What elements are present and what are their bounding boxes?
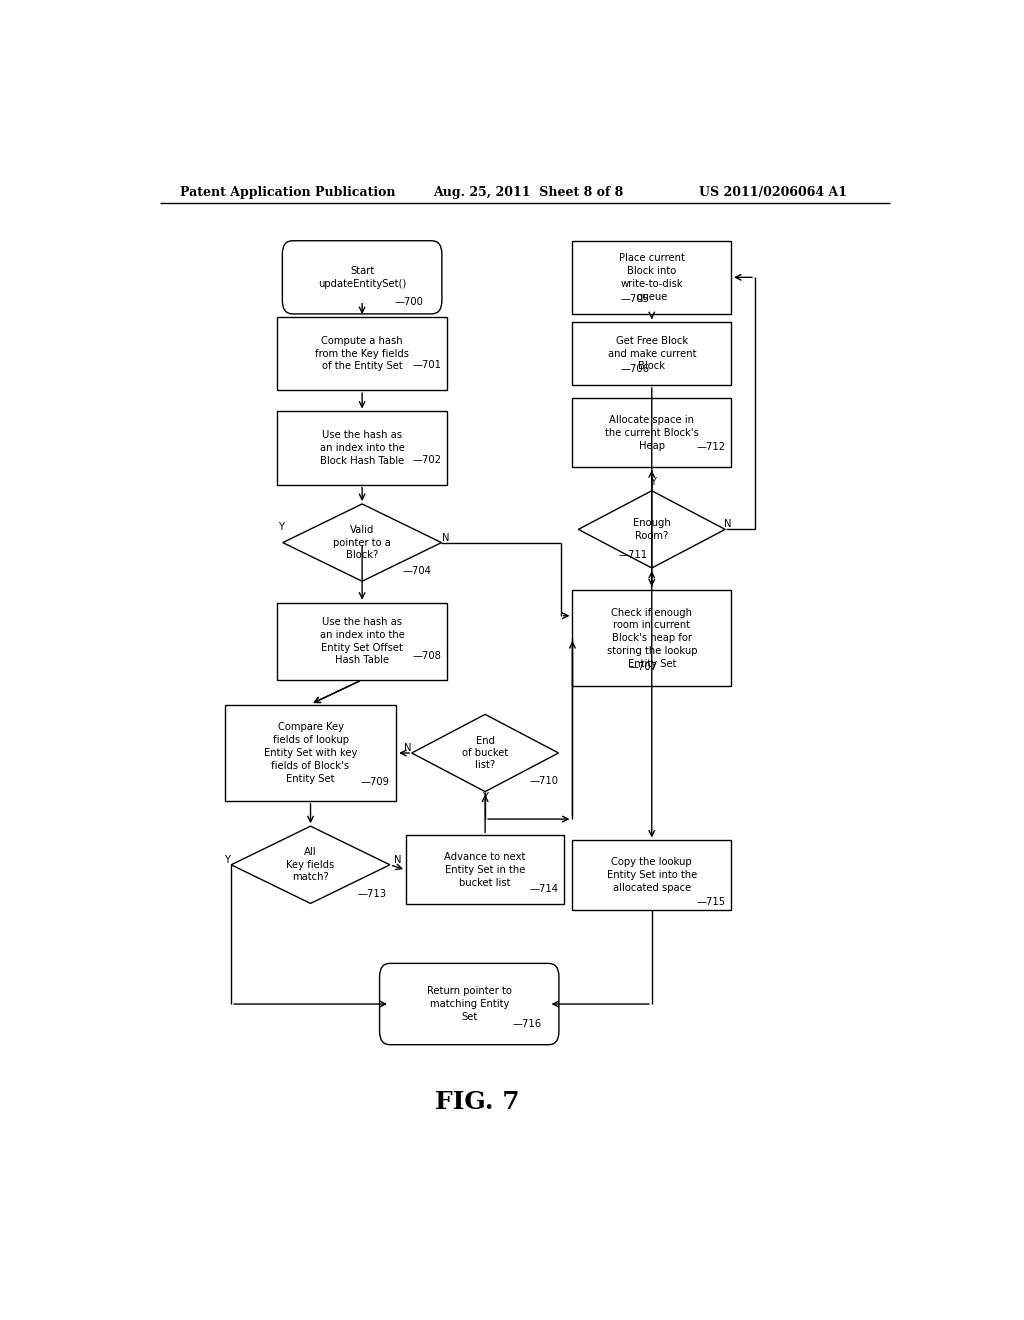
FancyBboxPatch shape bbox=[406, 836, 564, 904]
Text: Return pointer to
matching Entity
Set: Return pointer to matching Entity Set bbox=[427, 986, 512, 1022]
Text: —711: —711 bbox=[618, 550, 647, 560]
Text: Y: Y bbox=[482, 792, 488, 801]
Text: —701: —701 bbox=[412, 360, 441, 370]
Text: —700: —700 bbox=[394, 297, 424, 306]
Text: N: N bbox=[394, 855, 401, 865]
Text: —710: —710 bbox=[529, 776, 558, 787]
FancyBboxPatch shape bbox=[572, 590, 731, 686]
Text: Patent Application Publication: Patent Application Publication bbox=[179, 186, 395, 199]
Text: Valid
pointer to a
Block?: Valid pointer to a Block? bbox=[333, 525, 391, 560]
Text: Get Free Block
and make current
Block: Get Free Block and make current Block bbox=[607, 335, 696, 371]
Text: —715: —715 bbox=[697, 898, 726, 907]
FancyBboxPatch shape bbox=[276, 602, 447, 680]
Text: —702: —702 bbox=[412, 455, 441, 465]
Text: —714: —714 bbox=[529, 884, 558, 894]
Text: Aug. 25, 2011  Sheet 8 of 8: Aug. 25, 2011 Sheet 8 of 8 bbox=[433, 186, 624, 199]
Text: N: N bbox=[441, 532, 450, 543]
Polygon shape bbox=[283, 504, 441, 581]
FancyBboxPatch shape bbox=[283, 240, 442, 314]
FancyBboxPatch shape bbox=[380, 964, 559, 1044]
Polygon shape bbox=[412, 714, 558, 792]
Text: Enough
Room?: Enough Room? bbox=[633, 519, 671, 541]
Text: Copy the lookup
Entity Set into the
allocated space: Copy the lookup Entity Set into the allo… bbox=[606, 857, 697, 892]
FancyBboxPatch shape bbox=[225, 705, 396, 801]
FancyBboxPatch shape bbox=[572, 841, 731, 909]
Text: End
of bucket
list?: End of bucket list? bbox=[462, 735, 508, 771]
Text: Y: Y bbox=[224, 855, 230, 865]
Text: Advance to next
Entity Set in the
bucket list: Advance to next Entity Set in the bucket… bbox=[444, 853, 525, 887]
FancyBboxPatch shape bbox=[572, 322, 731, 385]
FancyBboxPatch shape bbox=[276, 412, 447, 484]
Text: N: N bbox=[724, 519, 732, 529]
Text: Compare Key
fields of lookup
Entity Set with key
fields of Block's
Entity Set: Compare Key fields of lookup Entity Set … bbox=[264, 722, 357, 784]
Text: —716: —716 bbox=[512, 1019, 542, 1030]
Text: Start
updateEntitySet(): Start updateEntitySet() bbox=[318, 265, 407, 289]
Text: —705: —705 bbox=[620, 293, 649, 304]
Text: —707: —707 bbox=[629, 661, 657, 672]
Text: —709: —709 bbox=[360, 777, 389, 788]
Text: US 2011/0206064 A1: US 2011/0206064 A1 bbox=[699, 186, 848, 199]
Text: —712: —712 bbox=[697, 442, 726, 451]
Text: Compute a hash
from the Key fields
of the Entity Set: Compute a hash from the Key fields of th… bbox=[315, 335, 410, 371]
Text: Y: Y bbox=[279, 523, 285, 532]
Text: N: N bbox=[403, 743, 411, 752]
FancyBboxPatch shape bbox=[572, 399, 731, 467]
FancyBboxPatch shape bbox=[572, 240, 731, 314]
Text: —708: —708 bbox=[412, 652, 441, 661]
Text: FIG. 7: FIG. 7 bbox=[435, 1089, 519, 1114]
Polygon shape bbox=[579, 491, 725, 568]
Text: Place current
Block into
write-to-disk
queue: Place current Block into write-to-disk q… bbox=[618, 253, 685, 301]
Text: Check if enough
room in current
Block's heap for
storing the lookup
Entity Set: Check if enough room in current Block's … bbox=[606, 607, 697, 669]
Text: —706: —706 bbox=[620, 364, 649, 374]
Text: Use the hash as
an index into the
Block Hash Table: Use the hash as an index into the Block … bbox=[319, 430, 404, 466]
FancyBboxPatch shape bbox=[276, 317, 447, 391]
Text: —704: —704 bbox=[402, 566, 431, 576]
Text: Use the hash as
an index into the
Entity Set Offset
Hash Table: Use the hash as an index into the Entity… bbox=[319, 616, 404, 665]
Text: All
Key fields
match?: All Key fields match? bbox=[287, 847, 335, 882]
Polygon shape bbox=[231, 826, 390, 903]
Text: Y: Y bbox=[650, 477, 656, 487]
Text: —713: —713 bbox=[357, 890, 386, 899]
Text: Allocate space in
the current Block's
Heap: Allocate space in the current Block's He… bbox=[605, 414, 698, 450]
